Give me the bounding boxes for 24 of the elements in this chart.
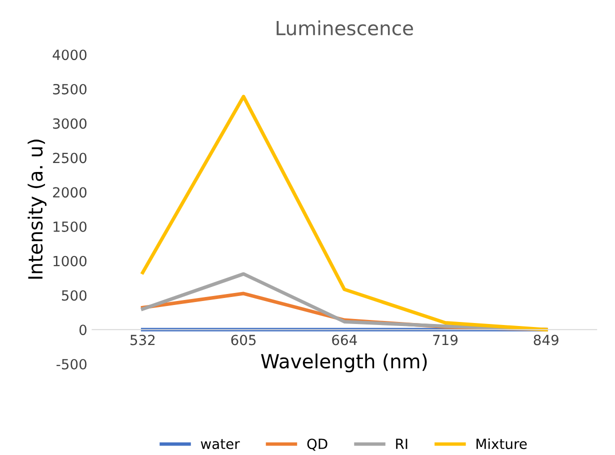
y-axis-title: Intensity (a. u): [28, 140, 46, 279]
y-tick-label: -500: [56, 358, 86, 370]
y-tick-label: 0: [79, 324, 86, 336]
line-series: [140, 272, 548, 332]
x-tick-label: 532: [130, 334, 155, 346]
x-tick-label: 605: [231, 334, 256, 346]
legend-label: RI: [396, 438, 408, 449]
y-tick-label: 1000: [54, 256, 86, 266]
legend-label: Mixture: [476, 438, 527, 450]
x-tick-label: 719: [433, 334, 458, 346]
line-series: [140, 94, 548, 332]
legend-label: water: [200, 439, 240, 450]
y-tick-label: 2000: [53, 187, 86, 198]
y-tick-label: 3500: [53, 84, 86, 94]
y-tick-label: 500: [62, 290, 86, 301]
y-tick-label: 1500: [54, 221, 86, 232]
y-tick-label: 4000: [52, 50, 86, 60]
chart-title: Luminescence: [276, 20, 413, 36]
x-tick-label: 664: [332, 334, 357, 346]
legend-label: QD: [307, 438, 328, 451]
y-tick-label: 2500: [53, 152, 86, 164]
x-axis-title: Wavelength (nm): [261, 353, 427, 372]
y-tick-label: 3000: [53, 118, 86, 129]
x-tick-label: 849: [534, 334, 558, 346]
